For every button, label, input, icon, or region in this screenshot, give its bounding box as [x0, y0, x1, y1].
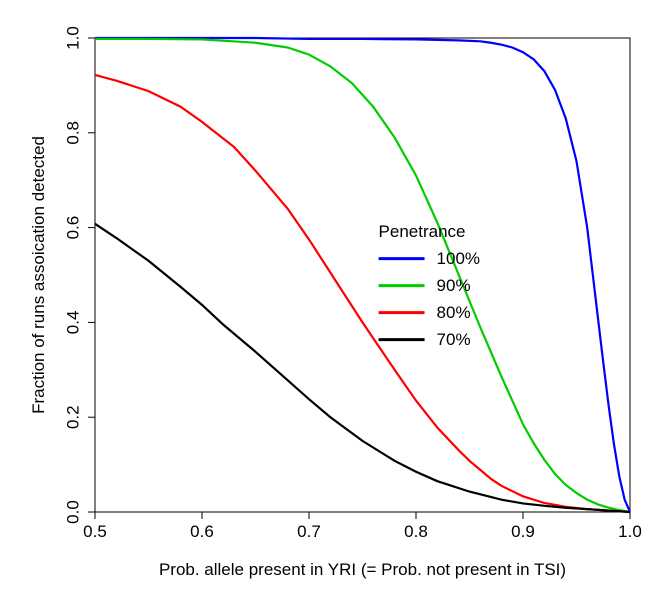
x-tick-label: 0.5 — [83, 522, 107, 541]
y-tick-label: 0.2 — [63, 405, 82, 429]
legend-label: 90% — [437, 276, 471, 295]
series-line-80 — [95, 75, 630, 512]
chart-container: 0.5 0.6 0.7 0.8 0.9 1.0 0.0 0.2 0.4 0.6 0.8 1.0 Prob… — [0, 0, 669, 599]
y-tick-label: 1.0 — [63, 26, 82, 50]
line-chart: 0.5 0.6 0.7 0.8 0.9 1.0 0.0 0.2 0.4 0.6 0.8 1.0 Prob… — [0, 0, 669, 599]
x-tick-label: 0.6 — [190, 522, 214, 541]
y-tick-label: 0.0 — [63, 500, 82, 524]
legend-title: Penetrance — [379, 222, 466, 241]
x-axis-title: Prob. allele present in YRI (= Prob. not… — [159, 560, 566, 579]
legend-label: 70% — [437, 330, 471, 349]
y-tick-label: 0.8 — [63, 121, 82, 145]
y-tick-label: 0.4 — [63, 311, 82, 335]
y-axis-title: Fraction of runs assoication detected — [29, 136, 48, 414]
y-tick-label: 0.6 — [63, 216, 82, 240]
x-tick-label: 0.9 — [511, 522, 535, 541]
x-tick-label: 0.7 — [297, 522, 321, 541]
legend-label: 100% — [437, 249, 480, 268]
x-tick-label: 0.8 — [404, 522, 428, 541]
legend-label: 80% — [437, 303, 471, 322]
x-tick-label: 1.0 — [618, 522, 642, 541]
